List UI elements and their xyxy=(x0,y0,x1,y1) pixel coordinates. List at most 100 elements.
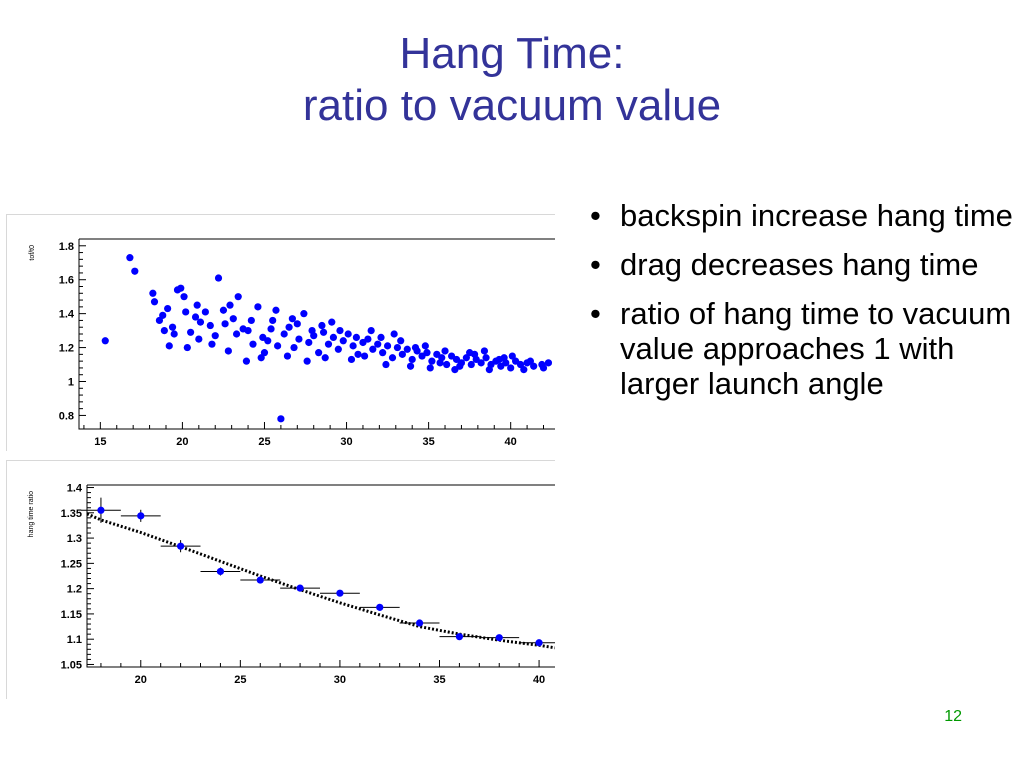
data-point xyxy=(300,310,308,318)
data-point xyxy=(379,349,387,357)
data-point xyxy=(195,335,203,343)
bullet-text: backspin increase hang time xyxy=(620,198,1013,233)
data-point xyxy=(443,360,451,369)
data-point xyxy=(388,354,397,362)
y-tick-label: 1.15 xyxy=(61,609,82,621)
chart-background xyxy=(7,461,555,699)
plot-frame xyxy=(86,484,555,668)
x-tick-label: 30 xyxy=(334,674,346,686)
data-point xyxy=(187,328,195,336)
slide-title-line1: Hang Time: xyxy=(399,29,625,78)
data-point xyxy=(183,343,191,352)
data-point xyxy=(530,362,538,370)
data-point xyxy=(267,325,275,333)
data-point xyxy=(315,349,323,357)
slide-number: 12 xyxy=(944,708,962,725)
data-point xyxy=(234,293,242,301)
data-point xyxy=(290,343,298,352)
y-tick-label: 1.8 xyxy=(59,241,74,253)
y-tick-label: 1.2 xyxy=(67,584,82,596)
data-point xyxy=(101,337,109,345)
data-point xyxy=(303,357,311,365)
y-tick-label: 0.8 xyxy=(59,410,74,422)
data-point xyxy=(97,506,105,514)
y-tick-label: 1.4 xyxy=(59,309,75,321)
x-tick-label: 20 xyxy=(135,674,147,686)
y-tick-label: 1.05 xyxy=(61,659,82,671)
data-point xyxy=(408,355,416,364)
data-point xyxy=(256,576,264,584)
data-point xyxy=(495,355,503,364)
data-point xyxy=(520,366,528,374)
data-point xyxy=(269,316,277,325)
data-point xyxy=(277,415,285,423)
bullet-text: drag decreases hang time xyxy=(620,247,979,282)
data-point xyxy=(274,342,282,350)
bullet-dot: • xyxy=(590,247,601,282)
data-point xyxy=(336,327,344,335)
data-point xyxy=(182,308,190,316)
bullet-dot: • xyxy=(590,198,601,233)
data-point xyxy=(216,567,225,576)
data-point xyxy=(339,337,347,345)
x-tick-label: 25 xyxy=(258,436,270,448)
data-point xyxy=(214,274,223,282)
data-point xyxy=(485,366,493,374)
x-tick-label: 25 xyxy=(234,674,246,686)
data-point xyxy=(324,340,333,348)
data-point xyxy=(406,362,415,370)
bullet-list: • backspin increase hang time • drag dec… xyxy=(586,198,1016,415)
data-point xyxy=(369,345,377,353)
data-point xyxy=(411,343,420,352)
chart-panel-scatter: 0.8 1 1.2 1.4 1.6 1.8 15 20 25 30 35 40 tof/t0 xyxy=(6,214,555,451)
data-point xyxy=(206,321,214,330)
data-point xyxy=(428,357,436,365)
y-axis-label: tof/t0 xyxy=(29,245,36,261)
y-tick-label: 1.2 xyxy=(59,343,74,355)
data-point xyxy=(280,330,288,338)
data-point xyxy=(229,315,237,323)
data-point xyxy=(329,333,338,341)
data-point xyxy=(426,364,434,372)
slide-title: Hang Time: ratio to vacuum value xyxy=(0,28,1024,132)
data-point xyxy=(226,301,234,309)
data-point xyxy=(201,308,209,316)
data-point xyxy=(441,347,449,355)
data-point xyxy=(382,360,390,369)
data-point xyxy=(191,313,200,321)
data-point xyxy=(455,633,464,641)
y-axis-label: hang time ratio xyxy=(28,491,35,537)
data-point xyxy=(305,338,313,347)
data-point xyxy=(507,364,515,372)
y-tick-label: 1.25 xyxy=(61,558,82,570)
x-tick-label: 40 xyxy=(505,436,517,448)
slide-title-line2: ratio to vacuum value xyxy=(302,81,722,130)
data-point xyxy=(254,303,262,311)
bullet-item: • drag decreases hang time xyxy=(586,247,1016,282)
data-point xyxy=(480,347,489,355)
data-point xyxy=(361,352,369,360)
bullet-dot: • xyxy=(590,296,601,331)
bullet-item: • ratio of hang time to vacuum value app… xyxy=(586,296,1016,401)
data-point xyxy=(160,327,168,335)
data-point xyxy=(328,318,336,326)
data-point xyxy=(155,316,164,325)
scatter-chart: 0.8 1 1.2 1.4 1.6 1.8 15 20 25 30 35 40 tof/t0 xyxy=(7,215,555,451)
x-tick-label: 15 xyxy=(94,436,106,448)
data-point xyxy=(544,359,553,367)
data-point xyxy=(224,347,232,355)
data-point xyxy=(247,316,255,325)
data-point xyxy=(264,337,272,345)
data-point xyxy=(383,342,392,350)
data-point xyxy=(374,340,382,348)
data-point xyxy=(376,603,384,611)
data-point xyxy=(196,318,205,326)
data-point xyxy=(390,330,398,338)
data-point xyxy=(193,301,201,309)
data-point xyxy=(421,342,429,350)
data-point xyxy=(393,343,402,352)
data-point xyxy=(352,333,360,341)
data-point xyxy=(159,311,167,319)
data-point xyxy=(347,355,356,364)
data-point xyxy=(244,327,252,335)
